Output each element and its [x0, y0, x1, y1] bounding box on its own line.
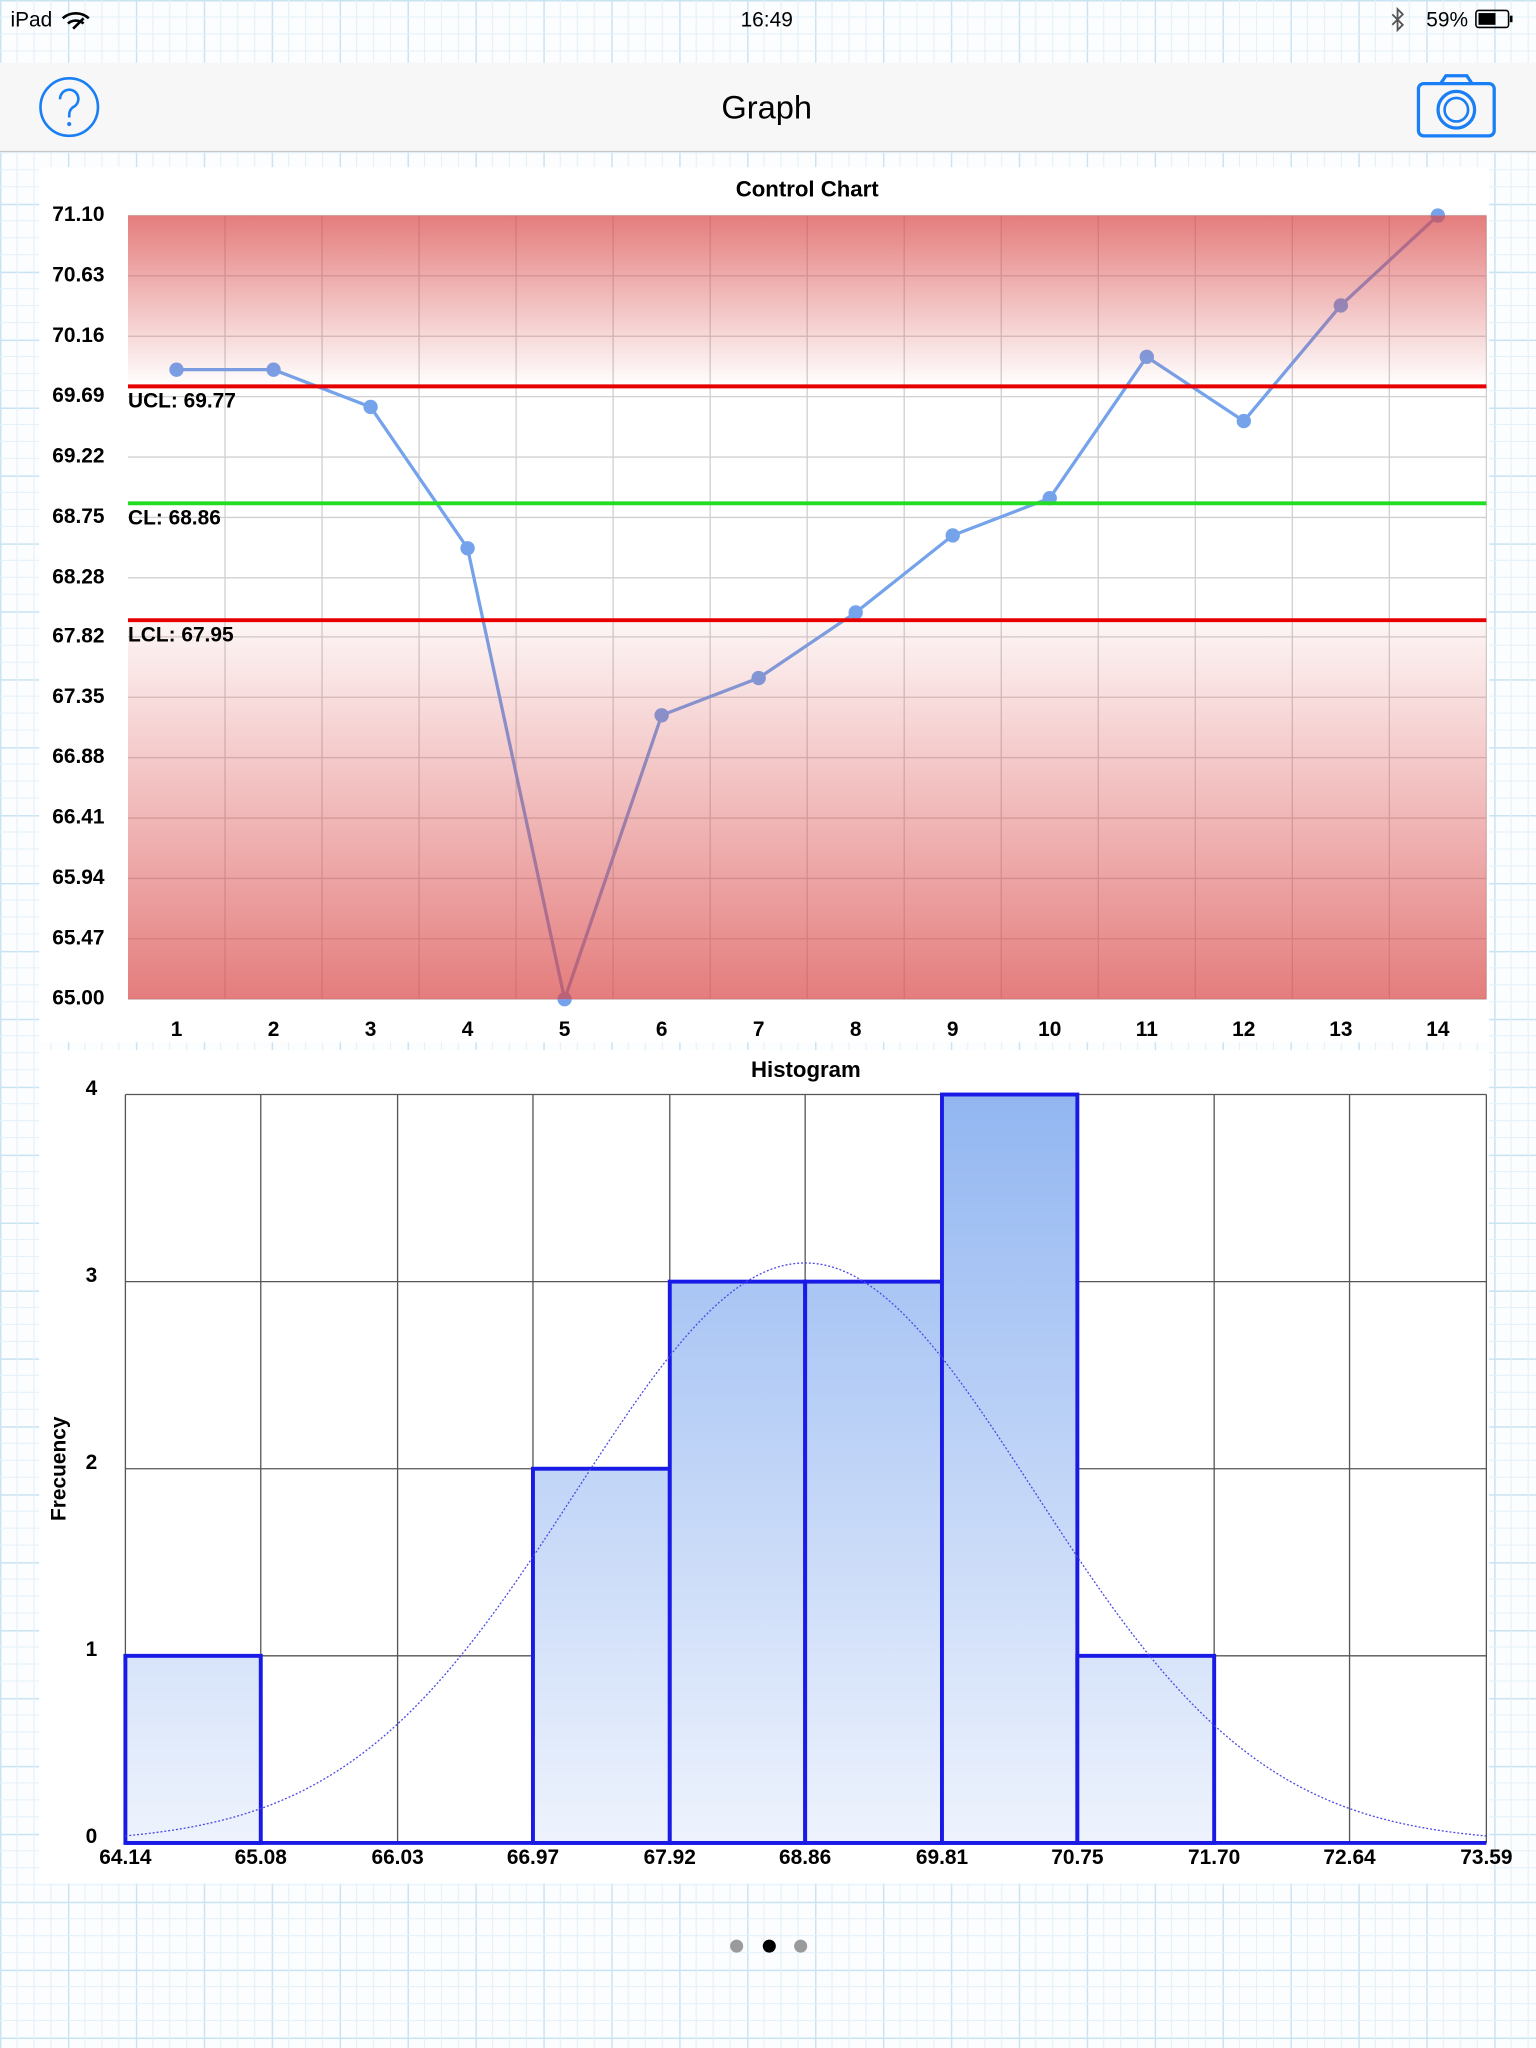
- x-tick-label: 7: [753, 1018, 765, 1041]
- y-tick-label: 67.82: [52, 624, 104, 647]
- y-tick-label: 70.63: [52, 263, 104, 286]
- y-tick-label: 68.75: [52, 505, 105, 528]
- x-tick-label: 5: [559, 1018, 571, 1041]
- camera-top: [1439, 74, 1474, 85]
- y-axis-label: Frecuency: [48, 1416, 71, 1521]
- histogram-bar: [667, 1279, 808, 1845]
- histogram-bar: [123, 1653, 263, 1845]
- x-tick-label: 6: [656, 1018, 668, 1041]
- y-tick-label: 68.28: [52, 565, 104, 588]
- status-bar: iPad 16:49 59%: [10, 6, 1513, 33]
- out-of-control-zone: [128, 215, 1487, 387]
- y-tick-label: 67.35: [52, 685, 105, 708]
- x-tick-label: 64.14: [99, 1846, 152, 1869]
- chart-title: Control Chart: [736, 177, 880, 202]
- help-dot: [67, 121, 72, 127]
- x-tick-label: 9: [947, 1018, 959, 1041]
- x-tick-label: 73.59: [1460, 1846, 1512, 1869]
- x-tick-label: 12: [1232, 1018, 1255, 1041]
- battery-icon: [1475, 9, 1510, 29]
- x-tick-label: 10: [1038, 1018, 1061, 1041]
- data-point: [363, 399, 378, 415]
- camera-lens-inner: [1443, 96, 1470, 123]
- histogram-bar: [940, 1092, 1080, 1845]
- data-point: [945, 528, 960, 543]
- page-dot-active[interactable]: [762, 1939, 776, 1953]
- histogram-bar: [1075, 1653, 1217, 1845]
- y-tick-label: 2: [86, 1451, 98, 1474]
- x-tick-label: 66.03: [371, 1846, 423, 1869]
- y-tick-label: 69.22: [52, 445, 104, 468]
- y-tick-label: 71.10: [52, 203, 104, 226]
- data-point: [460, 541, 475, 556]
- x-tick-label: 70.75: [1051, 1846, 1104, 1869]
- control-line-label: CL: 68.86: [128, 506, 221, 529]
- clock: 16:49: [741, 8, 793, 31]
- y-tick-label: 65.00: [52, 987, 104, 1010]
- page-dot[interactable]: [794, 1939, 808, 1953]
- x-tick-label: 13: [1329, 1018, 1352, 1041]
- carrier: iPad: [10, 8, 52, 31]
- wifi-icon: [61, 11, 90, 30]
- normal-fit-curve: [125, 1262, 1487, 1837]
- x-tick-label: 71.70: [1188, 1846, 1240, 1869]
- x-tick-label: 4: [462, 1018, 474, 1041]
- control-line-label: LCL: 67.95: [128, 623, 234, 646]
- page-dot[interactable]: [730, 1939, 744, 1953]
- histogram-bar: [803, 1279, 944, 1845]
- help-circle: [39, 77, 100, 138]
- battery-fill: [1478, 13, 1496, 25]
- x-tick-label: 11: [1136, 1018, 1158, 1041]
- chart-title: Histogram: [751, 1057, 861, 1082]
- y-tick-label: 65.94: [52, 866, 105, 889]
- y-tick-label: 69.69: [52, 384, 104, 407]
- battery-tip: [1509, 15, 1513, 23]
- x-tick-label: 67.92: [644, 1846, 696, 1869]
- help-button[interactable]: [39, 77, 100, 138]
- x-tick-label: 66.97: [507, 1846, 559, 1869]
- battery-level: 59%: [1426, 8, 1468, 31]
- out-of-control-zone: [128, 620, 1487, 1000]
- page-indicator[interactable]: [730, 1939, 808, 1953]
- x-tick-label: 72.64: [1323, 1846, 1376, 1869]
- camera-body: [1416, 81, 1496, 138]
- x-tick-label: 65.08: [235, 1846, 287, 1869]
- x-tick-label: 69.81: [916, 1846, 969, 1869]
- y-tick-label: 66.88: [52, 745, 104, 768]
- data-point: [848, 605, 863, 620]
- y-tick-label: 0: [86, 1825, 98, 1848]
- camera-lens: [1436, 89, 1477, 130]
- charts: Control Chart65.0065.4765.9466.4166.8867…: [48, 177, 1513, 1870]
- y-tick-label: 66.41: [52, 806, 105, 829]
- x-tick-label: 68.86: [779, 1846, 831, 1869]
- x-tick-label: 14: [1426, 1018, 1450, 1041]
- x-tick-label: 8: [850, 1018, 862, 1041]
- help-glyph: [58, 88, 80, 118]
- x-tick-label: 3: [365, 1018, 377, 1041]
- nav-bar: [0, 62, 1536, 152]
- y-tick-label: 4: [86, 1077, 98, 1100]
- x-tick-label: 2: [268, 1018, 280, 1041]
- bluetooth-icon: [1391, 6, 1405, 33]
- y-tick-label: 65.47: [52, 926, 104, 949]
- data-point: [1236, 413, 1251, 429]
- camera-button[interactable]: [1416, 74, 1496, 138]
- y-tick-label: 70.16: [52, 324, 104, 347]
- control-line-label: UCL: 69.77: [128, 390, 236, 413]
- nav-title: Graph: [721, 88, 812, 125]
- y-tick-label: 1: [86, 1638, 98, 1661]
- x-tick-label: 1: [171, 1018, 183, 1041]
- histogram-bar: [531, 1466, 672, 1845]
- y-tick-label: 3: [86, 1264, 98, 1287]
